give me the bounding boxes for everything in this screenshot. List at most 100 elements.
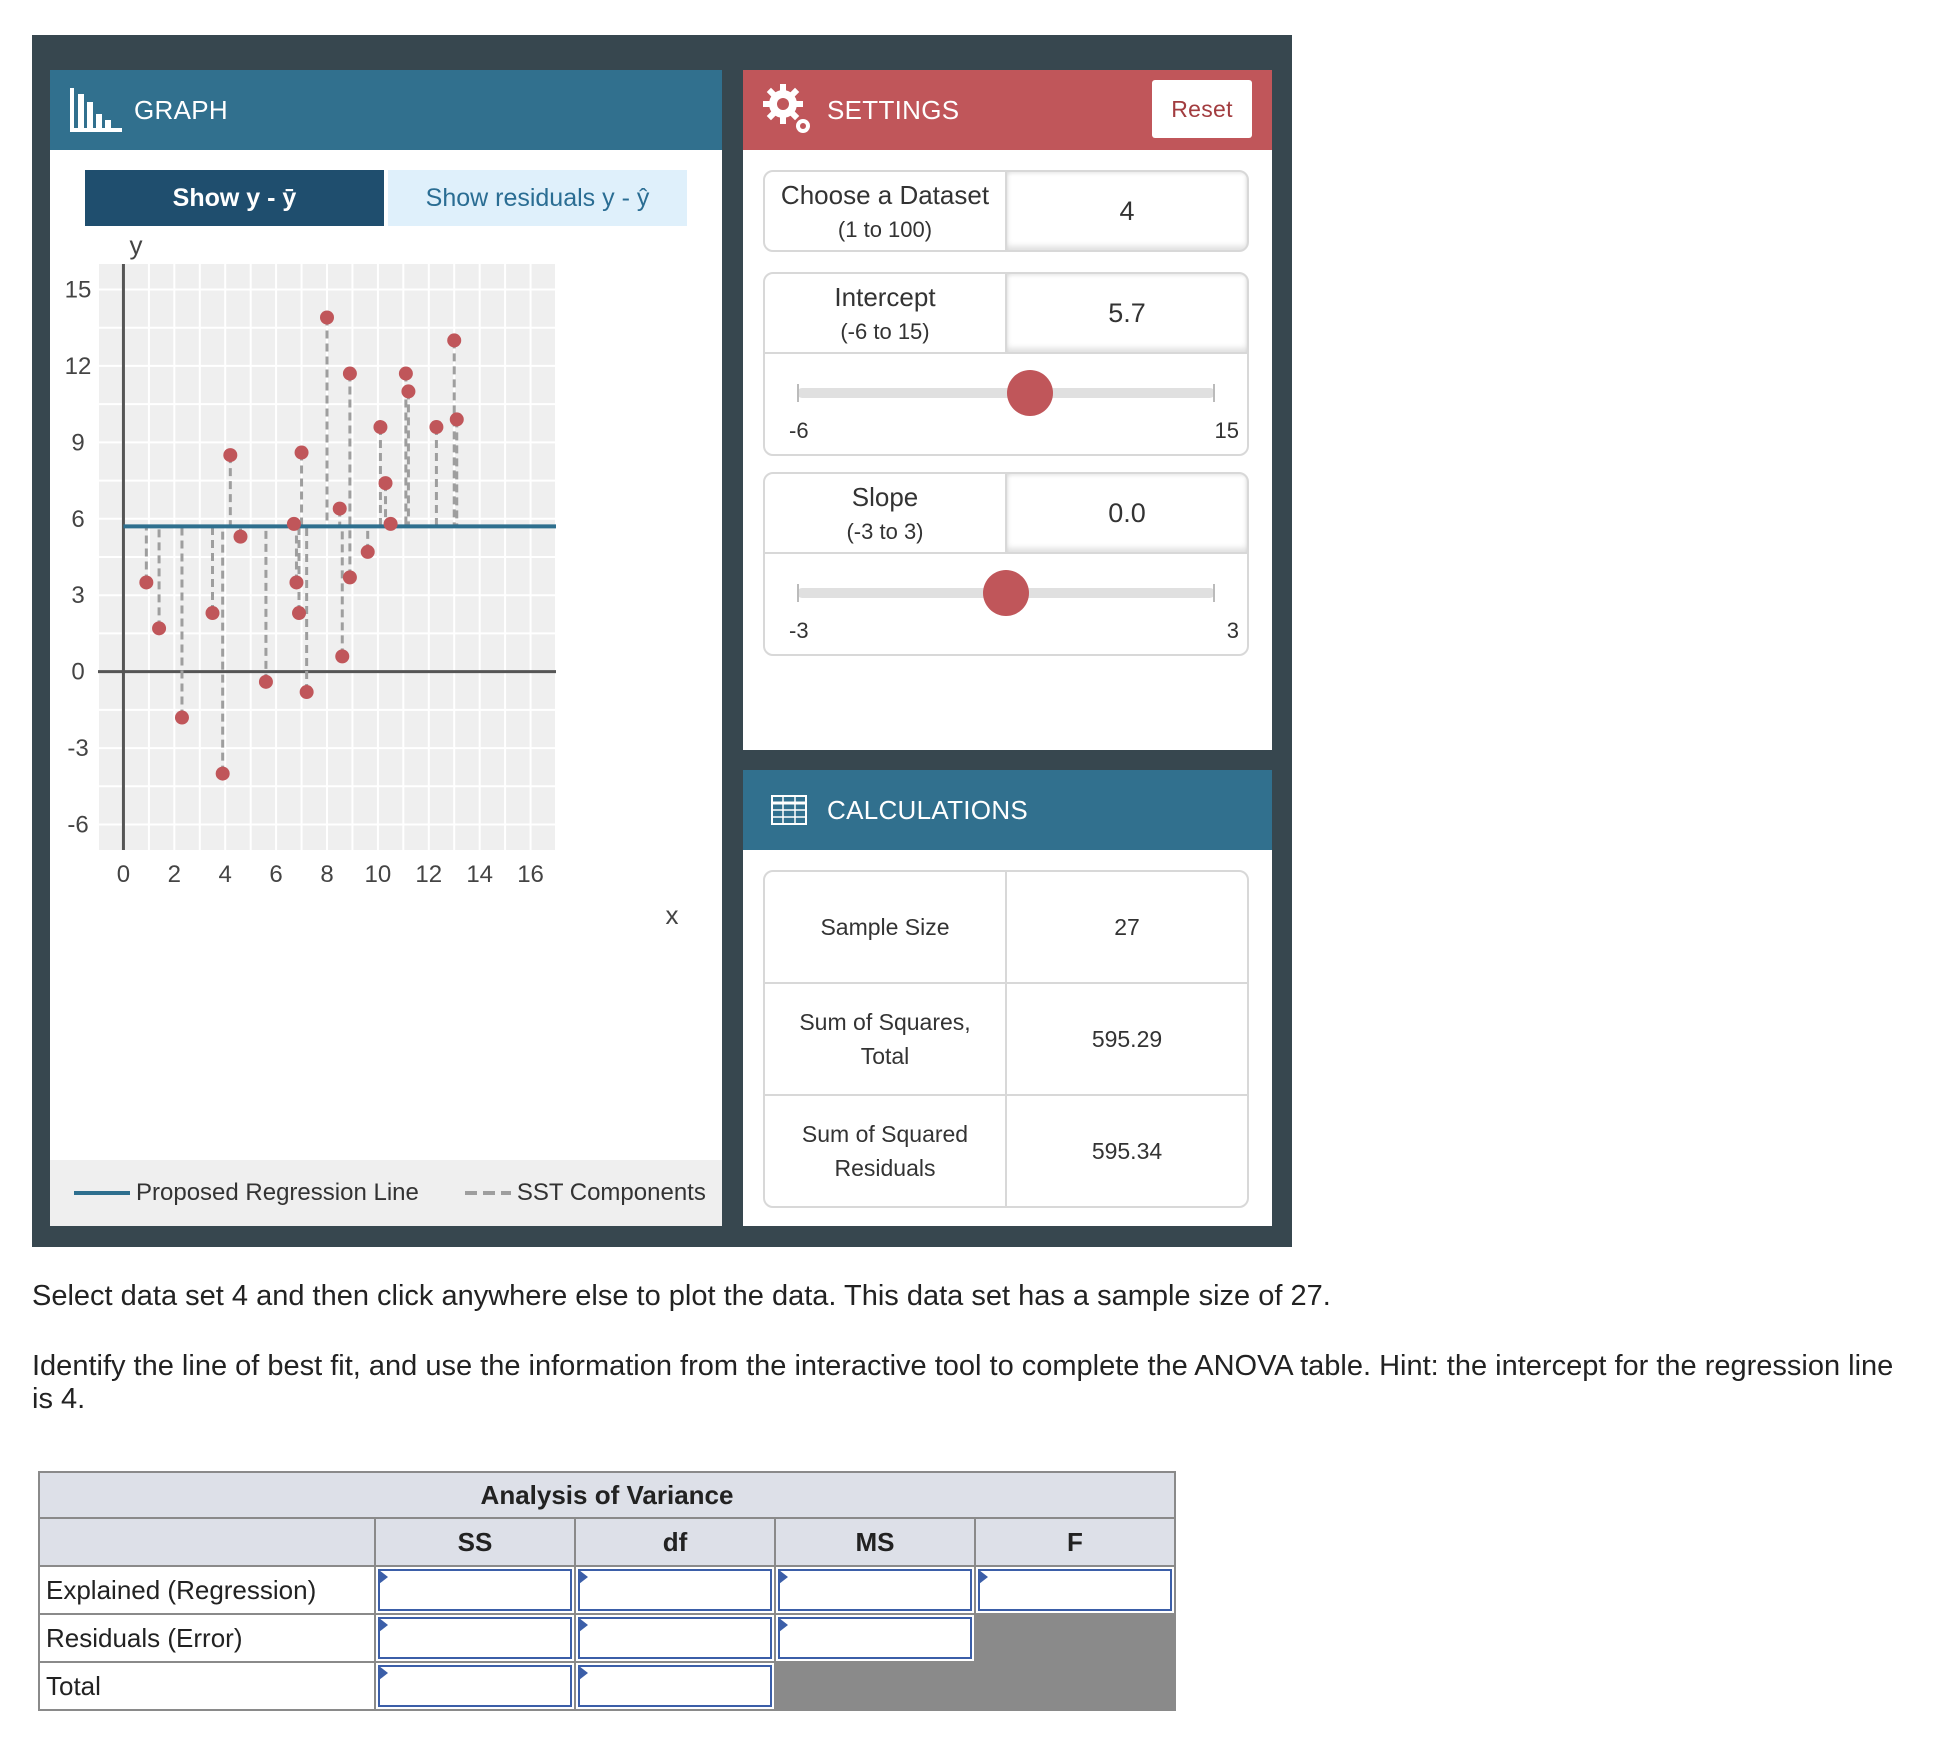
y-tick-label: 6 xyxy=(71,506,84,533)
calculations-table: Sample Size 27 Sum of Squares, Total 595… xyxy=(763,870,1249,1208)
x-tick-label: 12 xyxy=(415,861,442,888)
y-tick-label: -3 xyxy=(67,735,88,762)
scatter-plot[interactable]: 0 2 4 6 8 10 12 14 16 -6 -3 0 3 6 9 12 15 y x xyxy=(50,150,722,1160)
data-point xyxy=(289,575,304,590)
calc-row: Sample Size 27 xyxy=(765,872,1247,982)
dataset-label: Choose a Dataset xyxy=(780,179,990,210)
data-point xyxy=(342,366,357,381)
slope-slider[interactable]: -3 3 xyxy=(765,552,1247,654)
data-point xyxy=(292,606,307,621)
explained-ms-input[interactable] xyxy=(774,1565,976,1615)
x-tick-label: 16 xyxy=(517,861,544,888)
total-ss-input[interactable] xyxy=(374,1661,576,1711)
data-point xyxy=(332,501,347,516)
anova-col-ss: SS xyxy=(374,1517,576,1567)
data-point xyxy=(139,575,154,590)
x-tick-label: 8 xyxy=(320,861,333,888)
data-point xyxy=(320,310,334,325)
explained-ss-input[interactable] xyxy=(374,1565,576,1615)
anova-col-ms: MS xyxy=(774,1517,976,1567)
calc-row: Sum of Squares, Total 595.29 xyxy=(765,982,1247,1094)
intercept-input[interactable]: 5.7 xyxy=(1007,274,1247,352)
explained-df-input[interactable] xyxy=(574,1565,776,1615)
anova-row-explained: Explained (Regression) xyxy=(38,1565,376,1615)
anova-col-df: df xyxy=(574,1517,776,1567)
legend-line-swatch xyxy=(74,1191,130,1195)
y-tick-label: 9 xyxy=(71,429,84,456)
calc-value-sample-size: 27 xyxy=(1114,913,1140,940)
intercept-slider-track[interactable] xyxy=(797,388,1215,398)
data-point xyxy=(152,621,167,636)
calc-label-sst: Sum of Squares, Total xyxy=(765,984,1007,1094)
intercept-label-cell: Intercept (-6 to 15) xyxy=(765,274,1007,352)
x-tick-label: 0 xyxy=(117,861,130,888)
x-tick-label: 14 xyxy=(466,861,493,888)
slope-label-cell: Slope (-3 to 3) xyxy=(765,474,1007,552)
intercept-label: Intercept xyxy=(834,281,936,312)
dataset-range: (1 to 100) xyxy=(837,216,933,242)
data-point xyxy=(258,674,273,689)
data-point xyxy=(223,448,238,463)
y-axis-label: y xyxy=(130,230,143,260)
bar-chart-icon xyxy=(68,82,124,138)
intercept-range: (-6 to 15) xyxy=(840,318,930,344)
data-point xyxy=(383,516,398,531)
legend-dash-swatch xyxy=(464,1191,511,1195)
reset-button[interactable]: Reset xyxy=(1152,80,1252,138)
show-residuals-toggle[interactable]: Show residuals y - ŷ xyxy=(388,170,687,226)
anova-col-f: F xyxy=(974,1517,1176,1567)
instruction-2: Identify the line of best fit, and use t… xyxy=(32,1350,1894,1415)
calculations-header: CALCULATIONS xyxy=(743,770,1272,850)
data-point xyxy=(205,606,220,621)
calc-label-ssr: Sum of Squared Residuals xyxy=(765,1096,1007,1206)
calc-value-sst: 595.29 xyxy=(1091,1025,1163,1052)
graph-header: GRAPH xyxy=(50,70,722,150)
slider-tick xyxy=(797,384,799,402)
explained-f-input[interactable] xyxy=(974,1565,1176,1615)
settings-header: SETTINGS Reset xyxy=(743,70,1272,150)
x-tick-label: 6 xyxy=(269,861,282,888)
show-y-ybar-toggle[interactable]: Show y - ȳ xyxy=(85,170,384,226)
slope-slider-thumb[interactable] xyxy=(983,570,1029,616)
slider-tick xyxy=(797,584,799,602)
data-point xyxy=(215,766,230,781)
data-point xyxy=(398,366,413,381)
instruction-1: Select data set 4 and then click anywher… xyxy=(32,1280,1331,1312)
residuals-ms-input[interactable] xyxy=(774,1613,976,1663)
x-tick-label: 4 xyxy=(219,861,232,888)
data-point xyxy=(174,710,189,725)
dataset-input[interactable]: 4 xyxy=(1007,172,1247,250)
anova-row-residuals: Residuals (Error) xyxy=(38,1613,376,1663)
slider-tick xyxy=(1213,584,1215,602)
dataset-label-cell: Choose a Dataset (1 to 100) xyxy=(765,172,1007,250)
data-point xyxy=(449,412,464,427)
data-point xyxy=(360,544,375,559)
intercept-slider[interactable]: -6 15 xyxy=(765,352,1247,454)
slope-slider-min: -3 xyxy=(789,618,809,643)
intercept-slider-thumb[interactable] xyxy=(1006,370,1053,416)
slope-input[interactable]: 0.0 xyxy=(1007,474,1247,552)
anova-title: Analysis of Variance xyxy=(38,1471,1176,1519)
x-axis-label: x xyxy=(666,900,679,930)
slope-control: Slope (-3 to 3) 0.0 -3 3 xyxy=(763,472,1249,656)
slope-label: Slope xyxy=(851,481,919,512)
data-point xyxy=(342,570,357,585)
gear-icon xyxy=(761,82,817,138)
calc-row: Sum of Squared Residuals 595.34 xyxy=(765,1094,1247,1206)
intercept-control: Intercept (-6 to 15) 5.7 -6 15 xyxy=(763,272,1249,456)
intercept-slider-max: 15 xyxy=(1214,418,1239,443)
total-df-input[interactable] xyxy=(574,1661,776,1711)
residuals-ss-input[interactable] xyxy=(374,1613,576,1663)
dataset-control: Choose a Dataset (1 to 100) 4 xyxy=(763,170,1249,252)
y-tick-label: 12 xyxy=(65,353,92,380)
data-point xyxy=(447,333,462,348)
data-point xyxy=(299,685,314,700)
data-point xyxy=(378,476,393,491)
y-tick-label: 0 xyxy=(71,659,84,686)
anova-corner xyxy=(38,1517,376,1567)
slope-slider-max: 3 xyxy=(1226,618,1239,643)
slope-range: (-3 to 3) xyxy=(846,518,924,544)
legend: Proposed Regression Line SST Components xyxy=(50,1160,722,1226)
x-tick-label: 10 xyxy=(365,861,392,888)
residuals-df-input[interactable] xyxy=(574,1613,776,1663)
